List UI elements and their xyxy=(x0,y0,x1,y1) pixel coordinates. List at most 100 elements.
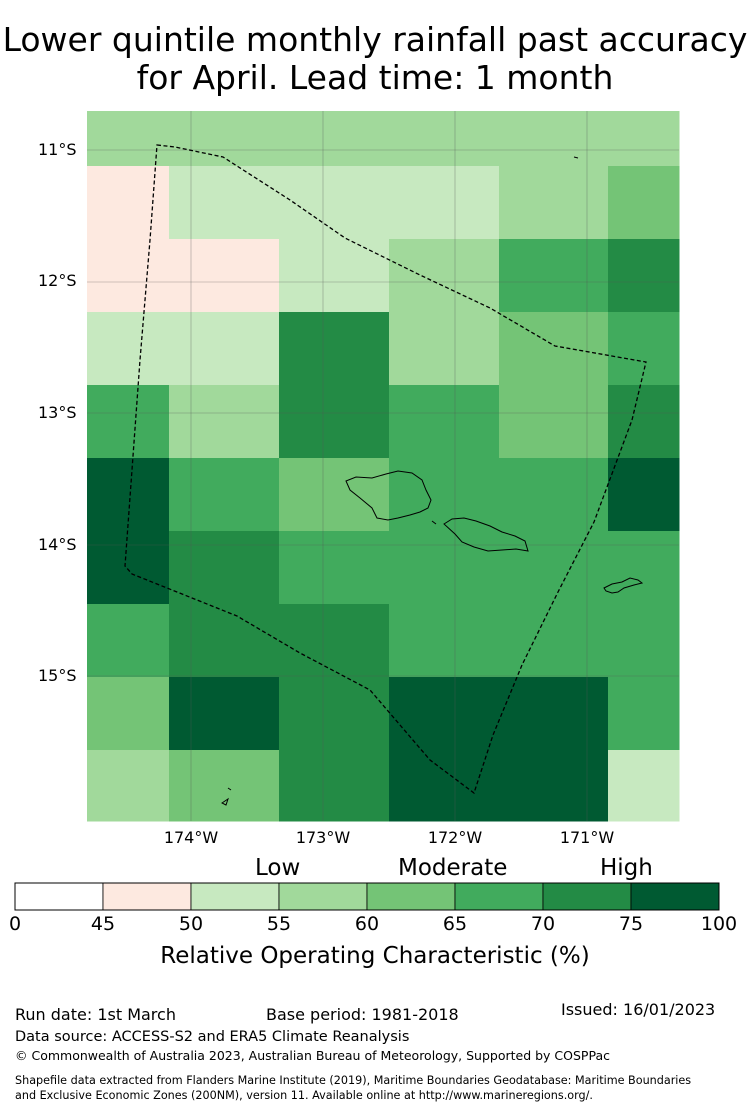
grid-cell xyxy=(279,531,390,605)
grid-cell xyxy=(169,385,280,459)
upolu-island xyxy=(443,517,529,552)
grid-cell xyxy=(608,604,680,678)
tutuila-island xyxy=(603,577,644,594)
grid-cell xyxy=(169,458,280,532)
grid-cell xyxy=(87,239,170,313)
lat-label-12s: 12°S xyxy=(38,271,77,290)
lat-label-15s: 15°S xyxy=(38,666,77,685)
colorbar-segment xyxy=(278,882,368,911)
swains-island xyxy=(573,156,579,159)
grid-cell xyxy=(279,750,390,822)
colorbar-tick: 0 xyxy=(8,913,22,935)
colorbar-tick: 70 xyxy=(530,913,556,935)
grid-cell xyxy=(499,111,609,167)
colorbar xyxy=(14,882,720,911)
grid-cell xyxy=(279,458,390,532)
small-island xyxy=(431,520,437,525)
grid-cell xyxy=(169,750,280,822)
grid-cell xyxy=(279,312,390,386)
eez-boundary xyxy=(124,144,647,795)
grid-cell xyxy=(169,239,280,313)
colorbar-tick: 65 xyxy=(442,913,468,935)
grid-cell xyxy=(279,385,390,459)
grid-cell xyxy=(389,385,500,459)
grid-cell xyxy=(608,385,680,459)
grid-cell xyxy=(169,604,280,678)
colorbar-segment xyxy=(14,882,104,911)
colorbar-tick: 60 xyxy=(354,913,380,935)
chart-title-line2: for April. Lead time: 1 month xyxy=(136,58,614,97)
colorbar-segment xyxy=(190,882,280,911)
grid-cell xyxy=(169,531,280,605)
category-moderate: Moderate xyxy=(398,855,508,881)
category-high: High xyxy=(600,855,653,881)
run-date: Run date: 1st March xyxy=(15,1005,176,1024)
colorbar-segment xyxy=(630,882,720,911)
grid-cell xyxy=(389,111,500,167)
shapefile-credit-line2: and Exclusive Economic Zones (200NM), ve… xyxy=(15,1089,593,1102)
grid-cell xyxy=(279,604,390,678)
grid-cell xyxy=(279,111,390,167)
grid-cell xyxy=(279,239,390,313)
data-source: Data source: ACCESS-S2 and ERA5 Climate … xyxy=(15,1029,410,1045)
savaii-island xyxy=(345,470,432,521)
colorbar-tick: 50 xyxy=(178,913,204,935)
minerva-reef xyxy=(221,787,232,806)
colorbar-border xyxy=(14,882,720,911)
copyright: © Commonwealth of Australia 2023, Austra… xyxy=(15,1048,610,1063)
grid-cell xyxy=(87,312,170,386)
grid-cell xyxy=(87,677,170,751)
grid-cell xyxy=(389,166,500,240)
grid-cell xyxy=(169,312,280,386)
grid-cell xyxy=(608,677,680,751)
grid-cell xyxy=(279,677,390,751)
colorbar-segment xyxy=(366,882,456,911)
shapefile-credit-line1: Shapefile data extracted from Flanders M… xyxy=(15,1074,692,1087)
grid-cells xyxy=(87,111,680,822)
grid-cell xyxy=(87,750,170,822)
colorbar-tick: 55 xyxy=(266,913,292,935)
grid-cell xyxy=(87,111,170,167)
grid-cell xyxy=(608,458,680,532)
colorbar-tick: 75 xyxy=(618,913,644,935)
grid-cell xyxy=(499,385,609,459)
grid-cell xyxy=(608,312,680,386)
grid-cell xyxy=(499,750,609,822)
colorbar-segment xyxy=(542,882,632,911)
grid-cell xyxy=(169,677,280,751)
lon-label-171w: 171°W xyxy=(559,828,615,847)
grid-cell xyxy=(389,604,500,678)
map-figure xyxy=(14,111,720,911)
category-low: Low xyxy=(255,855,301,881)
grid-cell xyxy=(169,166,280,240)
grid-cell xyxy=(389,312,500,386)
issued-date: Issued: 16/01/2023 xyxy=(561,1000,716,1019)
lon-label-174w: 174°W xyxy=(163,828,219,847)
lat-label-11s: 11°S xyxy=(38,140,77,159)
grid-cell xyxy=(279,166,390,240)
colorbar-label: Relative Operating Characteristic (%) xyxy=(160,943,590,969)
chart-title-line1: Lower quintile monthly rainfall past acc… xyxy=(2,20,748,59)
lat-label-13s: 13°S xyxy=(38,403,77,422)
colorbar-tick: 100 xyxy=(700,913,738,935)
grid-cell xyxy=(608,111,680,167)
lon-label-173w: 173°W xyxy=(295,828,351,847)
grid-cell xyxy=(389,239,500,313)
grid-cell xyxy=(499,458,609,532)
grid-cell xyxy=(499,677,609,751)
colorbar-tick: 45 xyxy=(90,913,116,935)
grid-cell xyxy=(499,531,609,605)
grid-cell xyxy=(87,604,170,678)
grid-cell xyxy=(499,604,609,678)
colorbar-segment xyxy=(454,882,544,911)
grid-cell xyxy=(499,239,609,313)
grid-cell xyxy=(608,750,680,822)
grid-cell xyxy=(608,239,680,313)
grid-cell xyxy=(389,531,500,605)
lon-label-172w: 172°W xyxy=(427,828,483,847)
grid-cell xyxy=(389,750,500,822)
base-period: Base period: 1981-2018 xyxy=(266,1005,459,1024)
grid-cell xyxy=(499,166,609,240)
map-gridlines xyxy=(87,111,679,821)
grid-cell xyxy=(87,385,170,459)
